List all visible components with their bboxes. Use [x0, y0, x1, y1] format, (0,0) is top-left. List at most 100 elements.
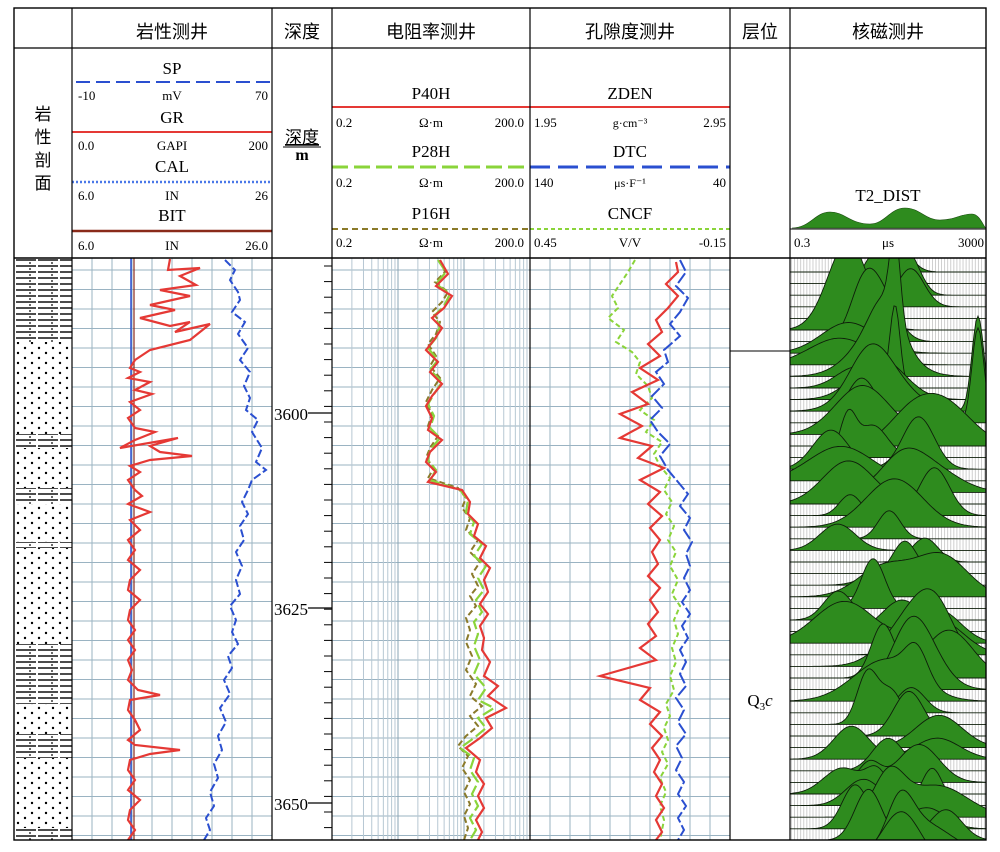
layer-label-sub: 3 — [760, 701, 766, 713]
layer-label-italic: c — [765, 691, 773, 710]
legend-sp: SP -10 mV 70 — [76, 59, 270, 103]
legend-p40h-max: 200.0 — [495, 115, 524, 130]
legend-sp-name: SP — [163, 59, 182, 78]
lithology-profile-label: 岩 性 剖 面 — [35, 105, 52, 194]
depth-label: 深度 — [285, 128, 319, 148]
legend-p16h-max: 200.0 — [495, 235, 524, 250]
lith-shale-7 — [14, 734, 72, 758]
lith-shale-2 — [14, 298, 72, 342]
nmr-spectrum — [790, 737, 986, 772]
lith-sand-6 — [14, 758, 72, 828]
legend-t2-name: T2_DIST — [855, 186, 921, 205]
legend-t2-max: 3000 — [958, 235, 984, 250]
legend-sp-min: -10 — [78, 88, 95, 103]
lith-shale-4 — [14, 488, 72, 504]
layer-label: Q3c — [747, 691, 773, 713]
lith-shale-8 — [14, 828, 72, 840]
legend-dtc-min: 140 — [534, 175, 554, 190]
layer-label-main: Q — [747, 691, 759, 710]
legend-cal-unit: IN — [165, 188, 179, 203]
legend-cal-min: 6.0 — [78, 188, 94, 203]
grid-track-2 — [332, 258, 530, 840]
header-resistivity: 电阻率测井 — [386, 22, 476, 43]
header-nmr: 核磁测井 — [852, 22, 924, 43]
legend-cncf-unit: V/V — [619, 235, 642, 250]
nmr-spectrum — [790, 552, 986, 598]
legend-p40h-unit: Ω·m — [419, 115, 443, 130]
lith-label-char-2: 剖 — [35, 151, 52, 171]
lith-label-char-0: 岩 — [35, 105, 52, 125]
nmr-spectrum — [790, 765, 986, 818]
p40h-curve — [424, 259, 509, 840]
legend-p16h-unit: Ω·m — [419, 235, 443, 250]
lith-shale-3 — [14, 434, 72, 448]
lith-label-char-3: 面 — [35, 174, 52, 194]
legend-bit-unit: IN — [165, 238, 179, 253]
legend-dtc-max: 40 — [713, 175, 726, 190]
track-1-curves — [119, 258, 268, 840]
cal-curve — [203, 259, 268, 840]
lith-shale-1 — [14, 258, 72, 298]
legend-p28h-min: 0.2 — [336, 175, 352, 190]
legend-p40h-min: 0.2 — [336, 115, 352, 130]
legend-cal-max: 26 — [255, 188, 269, 203]
legend-p28h: P28H 0.2 Ω·m 200.0 — [332, 142, 530, 190]
legend-t2: T2_DIST 0.3 μs 3000 — [790, 186, 987, 250]
legend-p40h-name: P40H — [412, 84, 451, 103]
legend-p16h-min: 0.2 — [336, 235, 352, 250]
legend-cncf: CNCF 0.45 V/V -0.15 — [530, 204, 730, 250]
legend-bit-min: 6.0 — [78, 238, 94, 253]
lith-shale-6 — [14, 644, 72, 704]
gr-curve — [119, 258, 211, 840]
zden-curve — [595, 261, 680, 840]
track-3-curves — [595, 259, 694, 840]
nmr-spectrum — [790, 641, 986, 702]
dtc-curve — [648, 259, 694, 840]
nmr-spectrum — [790, 478, 986, 528]
depth-unit: m — [295, 147, 309, 164]
depth-tick-3600: 3600 — [274, 405, 308, 424]
nmr-spectrum — [875, 811, 926, 840]
legend-gr-unit: GAPI — [157, 138, 187, 153]
legend-p16h: P16H 0.2 Ω·m 200.0 — [332, 204, 530, 250]
legend-t2-min: 0.3 — [794, 235, 810, 250]
header-lithology: 岩性测井 — [136, 22, 208, 43]
legend-gr-max: 200 — [249, 138, 269, 153]
nmr-waves — [790, 258, 986, 840]
legend-zden-name: ZDEN — [607, 84, 652, 103]
legend-bit-name: BIT — [158, 206, 186, 225]
lith-label-char-1: 性 — [35, 128, 52, 148]
legend-sp-max: 70 — [255, 88, 268, 103]
depth-tick-3650: 3650 — [274, 795, 308, 814]
nmr-spectrum — [790, 523, 986, 551]
legend-t2-unit: μs — [882, 235, 894, 250]
lith-sand-5 — [14, 704, 72, 734]
lith-sand-3 — [14, 504, 72, 542]
legend-cncf-min: 0.45 — [534, 235, 557, 250]
lith-shale-5 — [14, 542, 72, 548]
nmr-spectrum — [790, 258, 986, 377]
legend-bit-max: 26.0 — [245, 238, 268, 253]
cncf-curve — [606, 259, 682, 840]
legend-gr: GR 0.0 GAPI 200 — [72, 108, 272, 153]
legend-p28h-max: 200.0 — [495, 175, 524, 190]
legend-zden-max: 2.95 — [703, 115, 726, 130]
legend-cncf-max: -0.15 — [699, 235, 726, 250]
legend-cncf-name: CNCF — [608, 204, 652, 223]
legend-zden: ZDEN 1.95 g·cm⁻³ 2.95 — [530, 84, 730, 130]
legend-sp-unit: mV — [162, 88, 182, 103]
legend-zden-min: 1.95 — [534, 115, 557, 130]
header-depth: 深度 — [284, 22, 320, 43]
depth-minor-ticks — [324, 265, 332, 829]
header-layer: 层位 — [742, 22, 778, 43]
legend-p40h: P40H 0.2 Ω·m 200.0 — [332, 84, 530, 130]
lith-sand-4 — [14, 548, 72, 644]
legend-p16h-name: P16H — [412, 204, 451, 223]
legend-gr-name: GR — [160, 108, 184, 127]
legend-dtc-name: DTC — [613, 142, 647, 161]
legend-t2-shape — [791, 207, 987, 229]
track-2-curves — [424, 259, 509, 840]
grid-track-3 — [530, 258, 730, 840]
legend-gr-min: 0.0 — [78, 138, 94, 153]
